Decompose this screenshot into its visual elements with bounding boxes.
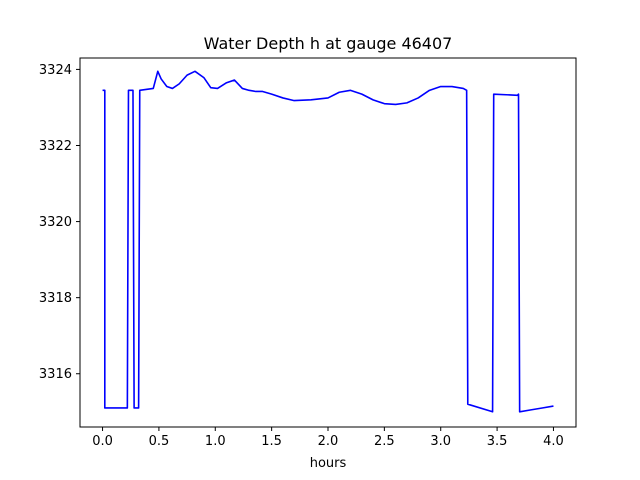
plot-area-frame — [79, 57, 577, 428]
x-tick-label: 3.5 — [487, 434, 508, 449]
y-tick-label: 3318 — [39, 291, 72, 306]
x-axis-label: hours — [310, 456, 347, 471]
y-tick-label: 3324 — [39, 63, 72, 78]
y-tick-label: 3320 — [39, 215, 72, 230]
series-line — [102, 70, 554, 413]
x-axis-ticks: 0.0 0.5 1.0 1.5 2.0 2.5 3.0 3.5 4.0 — [92, 427, 564, 449]
x-tick-label: 1.5 — [261, 434, 282, 449]
x-tick-label: 0.0 — [92, 434, 113, 449]
x-tick-label: 1.0 — [205, 434, 226, 449]
x-tick-label: 3.0 — [430, 434, 451, 449]
y-tick-label: 3322 — [39, 139, 72, 154]
x-tick-label: 0.5 — [149, 434, 170, 449]
x-tick-label: 4.0 — [543, 434, 564, 449]
y-tick-label: 3316 — [39, 367, 72, 382]
series-layer — [102, 70, 554, 413]
x-tick-label: 2.5 — [374, 434, 395, 449]
x-tick-label: 2.0 — [318, 434, 339, 449]
y-axis-ticks: 3316 3318 3320 3322 3324 — [39, 63, 80, 382]
chart-title: Water Depth h at gauge 46407 — [204, 34, 453, 53]
